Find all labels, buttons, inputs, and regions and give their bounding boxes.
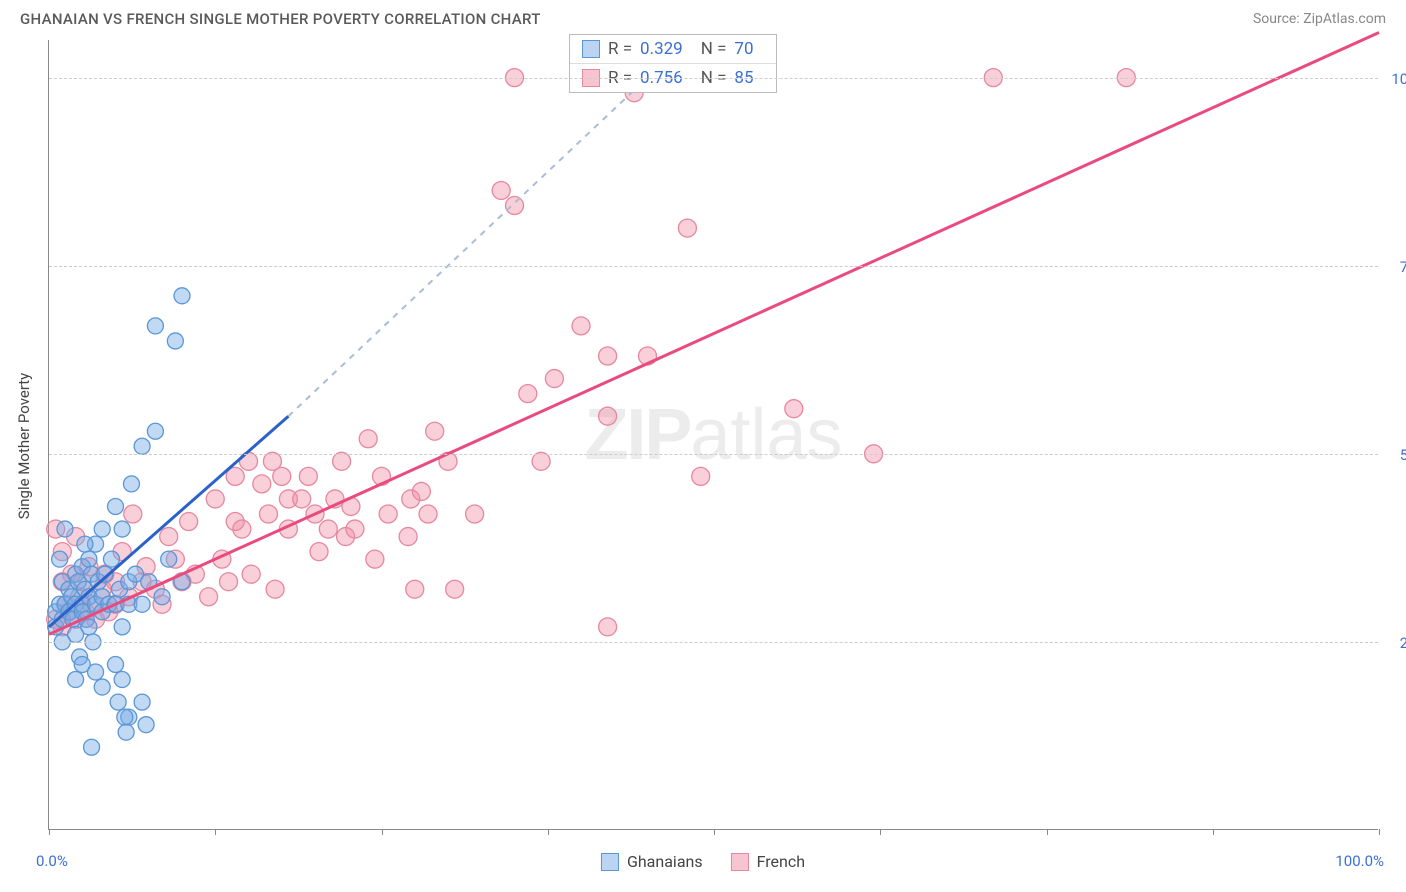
gridline: 75.0%: [49, 266, 1378, 267]
x-tick: [49, 829, 50, 835]
scatter-svg: [49, 40, 1378, 829]
y-tick-label: 50.0%: [1385, 446, 1406, 464]
x-tick: [880, 829, 881, 835]
x-tick: [1047, 829, 1048, 835]
chart-plot-area: ZIPatlas R =0.329N =70R =0.756N =85 25.0…: [48, 40, 1378, 830]
correlation-stats-box: R =0.329N =70R =0.756N =85: [569, 34, 777, 93]
x-tick: [548, 829, 549, 835]
stat-n-value: 70: [734, 39, 753, 59]
x-tick: [1213, 829, 1214, 835]
legend-label: Ghanaians: [627, 852, 703, 871]
gridline: 100.0%: [49, 78, 1378, 79]
x-tick: [714, 829, 715, 835]
stat-r-value: 0.329: [640, 39, 683, 59]
x-axis-max-label: 100.0%: [1335, 852, 1384, 870]
legend-item: French: [731, 852, 805, 871]
x-tick: [382, 829, 383, 835]
x-tick: [215, 829, 216, 835]
stat-row: R = 0.329 N = 70: [570, 35, 776, 63]
legend-item: Ghanaians: [601, 852, 703, 871]
y-axis-label: Single Mother Poverty: [15, 373, 33, 520]
y-tick-label: 100.0%: [1385, 70, 1406, 88]
legend-swatch: [582, 40, 600, 58]
legend: Ghanaians French: [601, 852, 805, 871]
y-tick-label: 25.0%: [1385, 634, 1406, 652]
stat-n-label: N =: [701, 39, 727, 59]
x-tick: [1379, 829, 1380, 835]
x-axis-min-label: 0.0%: [36, 852, 68, 870]
chart-title: GHANAIAN VS FRENCH SINGLE MOTHER POVERTY…: [20, 10, 541, 28]
source-label: Source: ZipAtlas.com: [1253, 11, 1386, 27]
gridline: 25.0%: [49, 642, 1378, 643]
gridline: 50.0%: [49, 454, 1378, 455]
stat-r-label: R =: [608, 39, 632, 59]
legend-label: French: [757, 852, 805, 871]
y-tick-label: 75.0%: [1385, 258, 1406, 276]
legend-swatch: [601, 853, 619, 871]
legend-swatch: [731, 853, 749, 871]
